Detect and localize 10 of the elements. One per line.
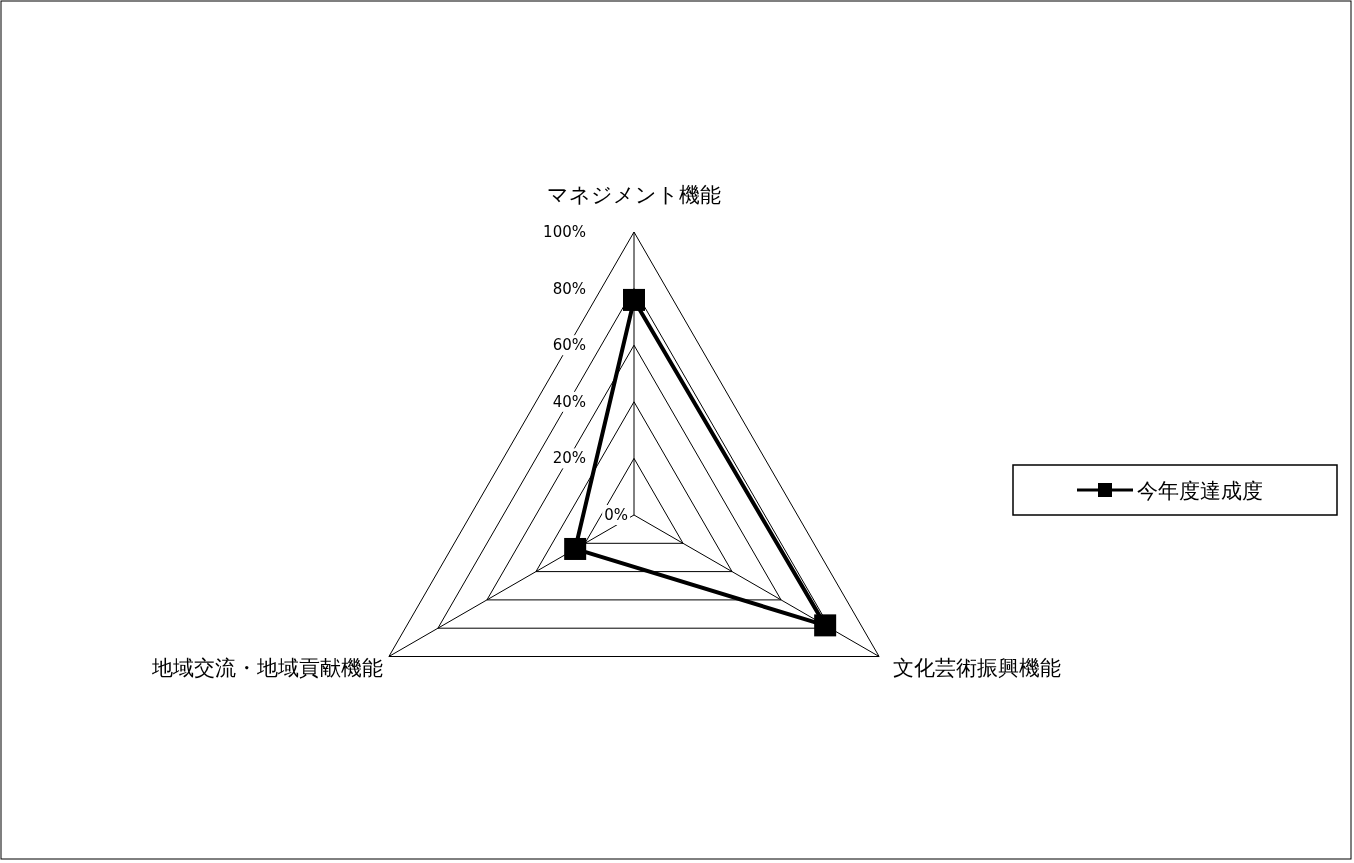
y-tick-label: 80%	[552, 279, 586, 298]
y-tick-label: 100%	[543, 223, 586, 241]
y-tick-label: 60%	[552, 336, 586, 355]
y-tick-label: 20%	[552, 449, 586, 468]
legend-label: 今年度達成度	[1137, 479, 1263, 503]
spoke-label: 地域交流・地域貢献機能	[150, 655, 383, 680]
y-tick-label: 40%	[552, 392, 586, 411]
y-tick-label: 0%	[604, 506, 628, 524]
spoke-label: マネジメント機能	[547, 183, 721, 207]
spoke-label: 文化芸術振興機能	[893, 655, 1062, 680]
